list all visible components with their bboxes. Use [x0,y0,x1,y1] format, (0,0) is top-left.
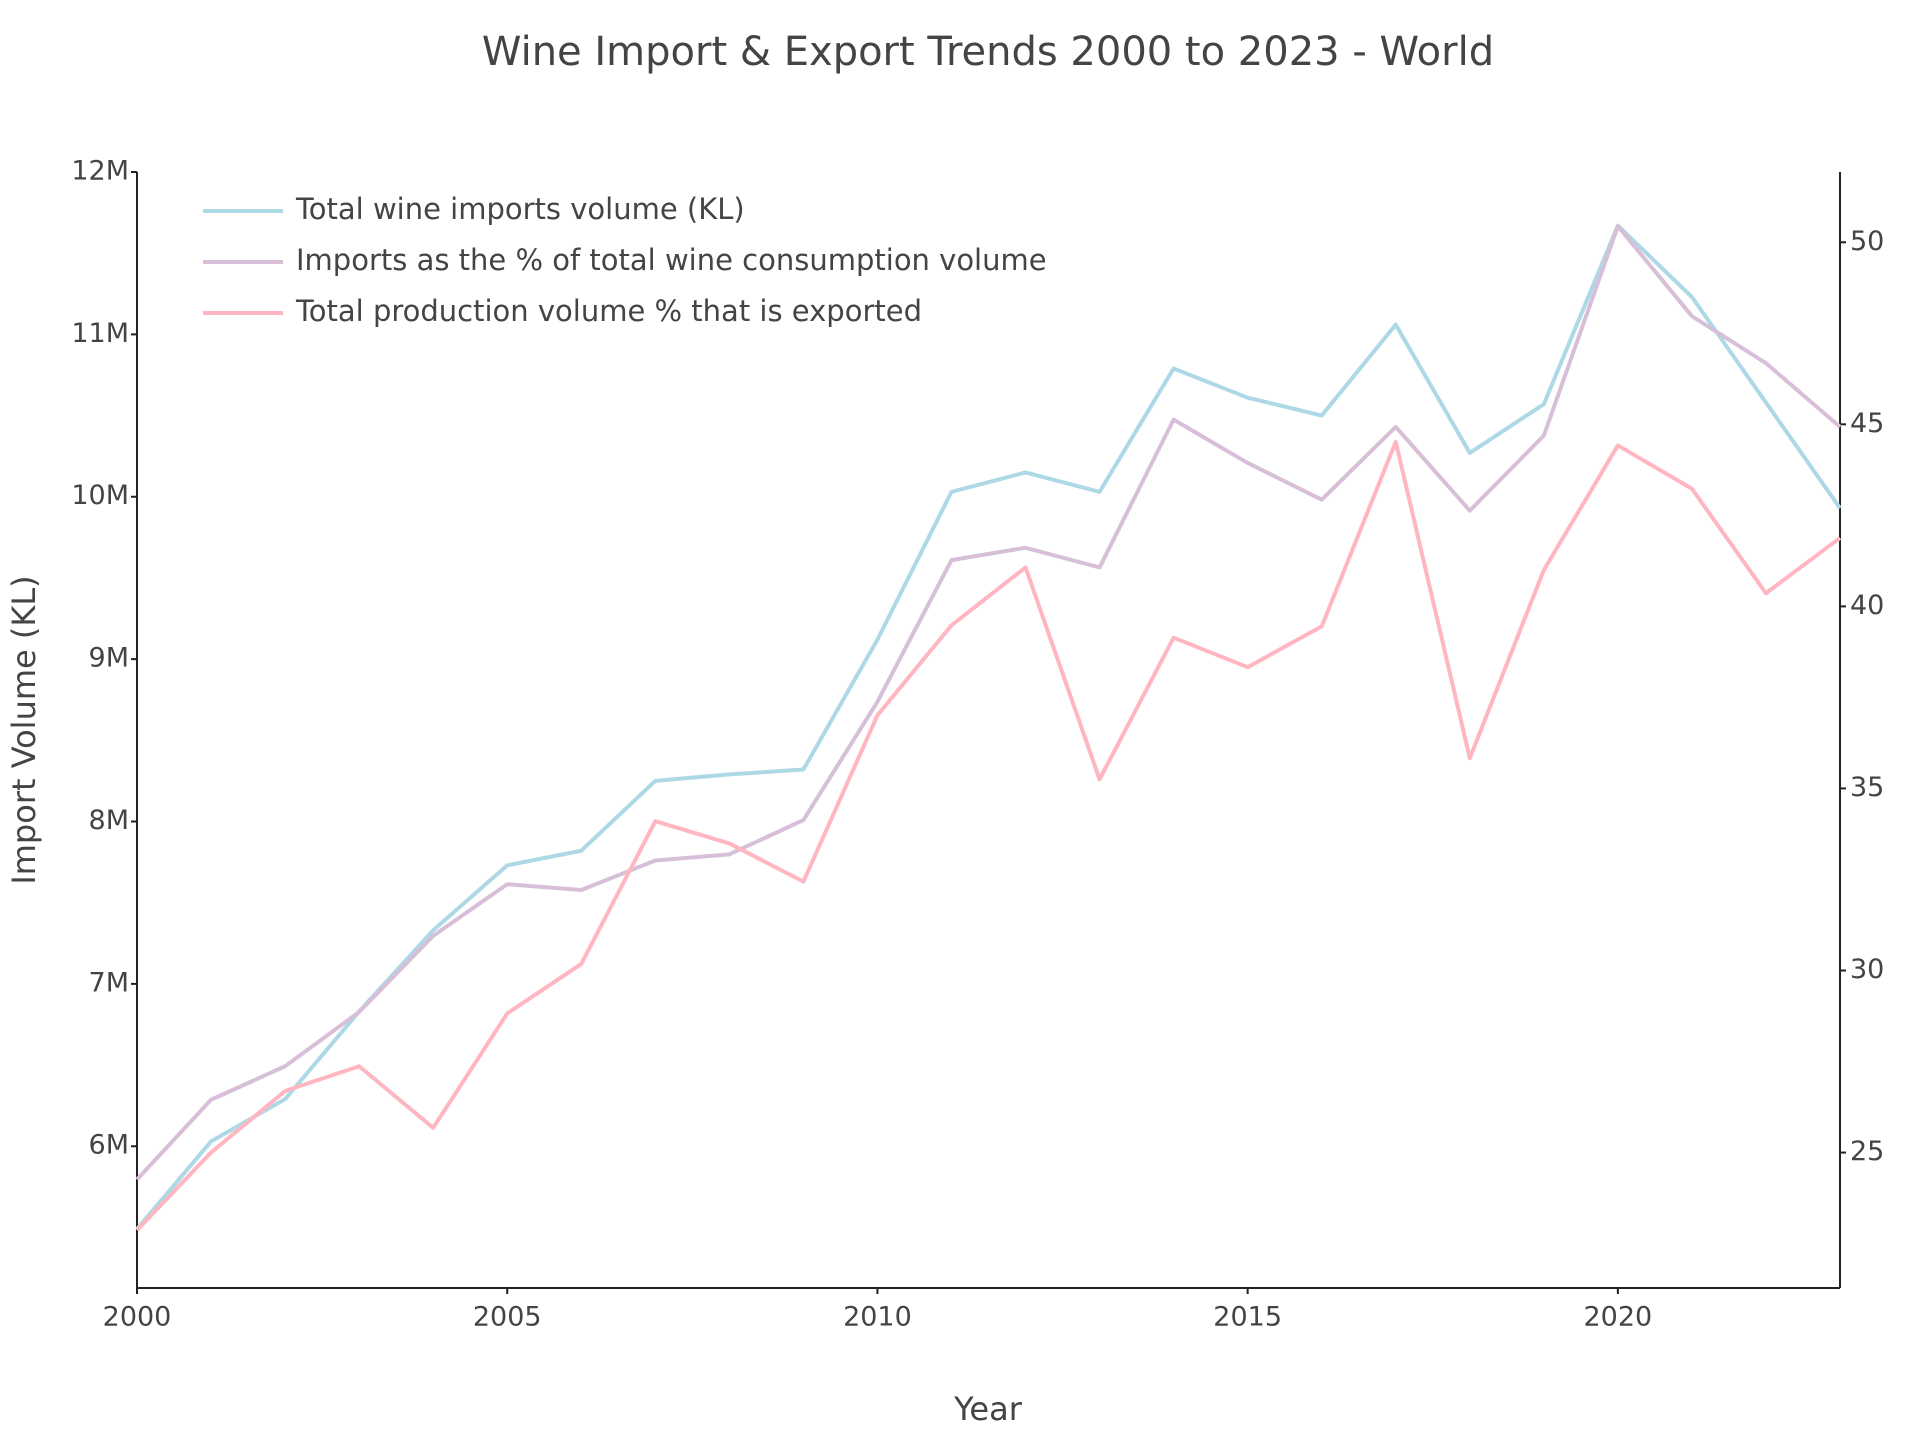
y-tick-label: 6M [89,1130,129,1161]
legend-label: Imports as the % of total wine consumpti… [296,243,1047,277]
x-axis-title: Year [953,1390,1023,1428]
x-tick-label: 2010 [843,1302,912,1333]
y-tick-label: 9M [89,643,129,674]
y-tick-label: 8M [89,805,129,836]
y-tick-label: 12M [71,156,129,187]
legend-label: Total wine imports volume (KL) [295,192,745,226]
legend-label: Total production volume % that is export… [295,294,922,328]
y-tick-label: 11M [71,318,129,349]
y2-tick-label: 35 [1850,772,1884,803]
y2-tick-label: 50 [1850,226,1884,257]
series-line [135,439,1842,1232]
x-tick-label: 2015 [1213,1302,1282,1333]
series-line [135,224,1842,1181]
x-tick-label: 2020 [1584,1302,1653,1333]
x-tick-label: 2000 [103,1302,172,1333]
y2-tick-label: 40 [1850,590,1884,621]
y-tick-label: 10M [71,480,129,511]
y2-tick-label: 30 [1850,954,1884,985]
y-tick-label: 7M [89,967,129,998]
y-axis-title: Import Volume (KL) [5,575,43,884]
chart-title: Wine Import & Export Trends 2000 to 2023… [482,29,1494,75]
y2-tick-label: 25 [1850,1136,1884,1167]
x-tick-label: 2005 [473,1302,542,1333]
y2-tick-label: 45 [1850,408,1884,439]
series-line [135,223,1842,1231]
